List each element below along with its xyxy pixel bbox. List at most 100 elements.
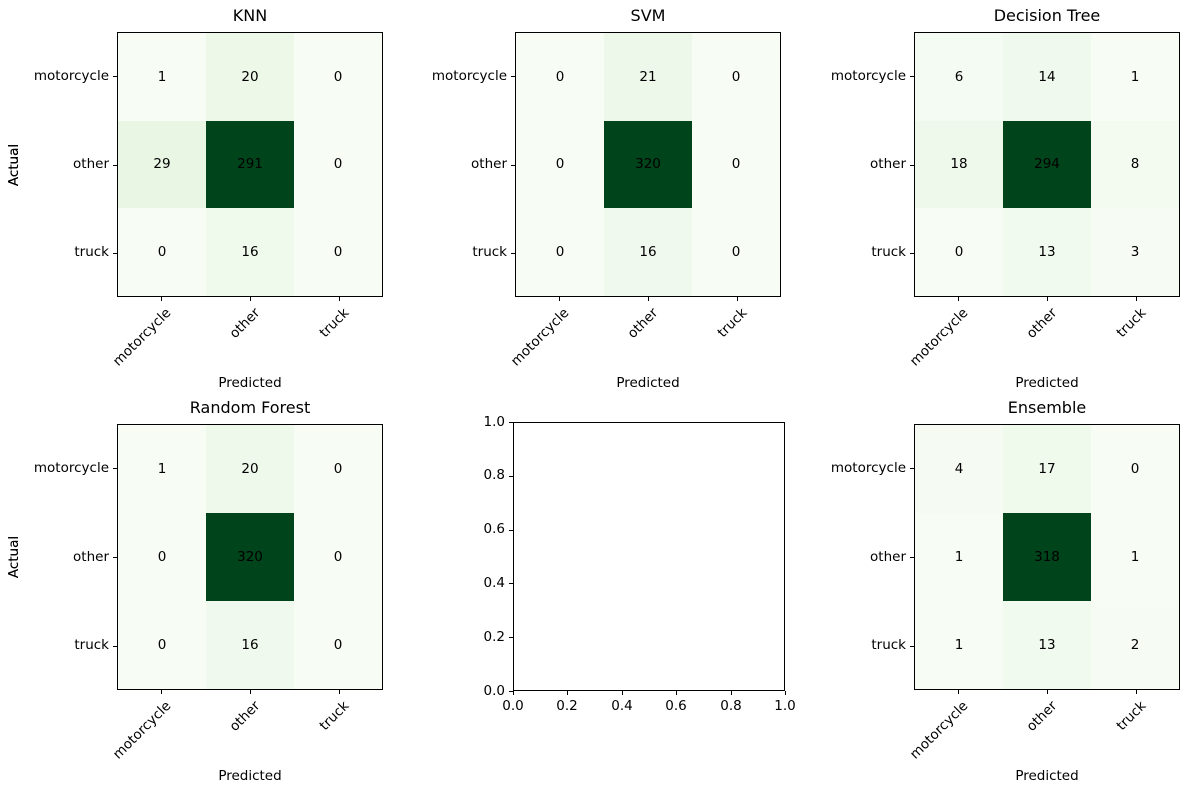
x-tickmark [1136,297,1137,301]
x-tickmark [1047,690,1048,694]
subplot-axes-ensemble: 4 17 0 1 318 1 1 13 2 [914,424,1180,690]
x-tickmark [250,297,251,301]
confusion-cell-knn-r2c1: 16 [206,208,294,296]
y-tick-label-truck: truck [74,637,109,653]
confusion-cell-random-forest-r0c2: 0 [294,425,382,513]
confusion-cell-decision-tree-r0c2: 1 [1091,33,1179,121]
subplot-axes-empty [513,422,785,691]
x-tick-label-1.0: 1.0 [774,698,796,714]
x-tickmark [250,690,251,694]
x-tickmark [785,691,786,695]
confusion-cell-svm-r2c1: 16 [604,208,692,296]
y-tickmark [509,422,513,423]
subplot-title-svm: SVM [630,6,666,25]
y-tickmark [910,557,914,558]
confusion-cell-random-forest-r1c1: 320 [206,513,294,601]
y-tick-label-1.0: 1.0 [483,414,505,430]
x-tickmark [622,691,623,695]
x-tickmark [559,297,560,301]
confusion-cell-ensemble-r1c2: 1 [1091,513,1179,601]
subplot-title-knn: KNN [232,6,268,25]
y-tickmark [511,76,515,77]
confusion-cell-decision-tree-r1c0: 18 [915,120,1003,209]
y-tickmark [910,468,914,469]
confusion-cell-knn-r0c2: 0 [294,33,382,121]
y-tickmark [910,646,914,647]
confusion-cell-random-forest-r2c1: 16 [206,601,294,689]
x-tickmark [339,297,340,301]
confusion-cell-decision-tree-r1c2: 8 [1091,120,1179,209]
confusion-cell-knn-r0c0: 1 [118,33,206,121]
confusion-cell-svm-r0c0: 0 [516,33,604,121]
y-tick-label-motorcycle: motorcycle [830,460,906,476]
y-tick-label-other: other [73,549,109,565]
confusion-cell-ensemble-r0c2: 0 [1091,425,1179,513]
y-tickmark [113,76,117,77]
x-tickmark [161,690,162,694]
x-tickmark [567,691,568,695]
y-tickmark [113,468,117,469]
x-tick-label-0.2: 0.2 [556,698,578,714]
confusion-cell-random-forest-r2c2: 0 [294,601,382,689]
y-tickmark [113,646,117,647]
confusion-cell-decision-tree-r2c0: 0 [915,208,1003,296]
confusion-cell-svm-r1c2: 0 [692,120,780,209]
x-axis-label-ensemble: Predicted [1015,768,1079,784]
confusion-cell-svm-r1c1: 320 [604,120,692,209]
confusion-cell-random-forest-r1c2: 0 [294,513,382,601]
y-tick-label-other: other [870,156,906,172]
confusion-cell-ensemble-r1c0: 1 [915,513,1003,601]
subplot-title-decision-tree: Decision Tree [993,6,1101,25]
confusion-cell-svm-r0c1: 21 [604,33,692,121]
x-tickmark [339,690,340,694]
confusion-cell-random-forest-r1c0: 0 [118,513,206,601]
y-tick-label-0.2: 0.2 [483,629,505,645]
subplot-axes-decision-tree: 6 14 1 18 294 8 0 13 3 [914,32,1180,297]
y-tick-label-truck: truck [74,244,109,260]
confusion-cell-random-forest-r0c1: 20 [206,425,294,513]
confusion-cell-knn-r1c1: 291 [206,120,294,209]
y-tick-label-motorcycle: motorcycle [830,68,906,84]
y-tickmark [511,165,515,166]
confusion-cell-decision-tree-r2c2: 3 [1091,208,1179,296]
y-tickmark [910,253,914,254]
y-tick-label-motorcycle: motorcycle [33,460,109,476]
subplot-axes-random-forest: 1 20 0 0 320 0 0 16 0 [117,424,383,690]
x-tick-label-0.6: 0.6 [665,698,687,714]
confusion-cell-svm-r0c2: 0 [692,33,780,121]
x-tickmark [958,690,959,694]
subplot-title-random-forest: Random Forest [189,398,311,417]
confusion-cell-knn-r1c2: 0 [294,120,382,209]
x-tickmark [513,691,514,695]
confusion-cell-svm-r2c2: 0 [692,208,780,296]
y-tick-label-0.0: 0.0 [483,683,505,699]
y-tick-label-truck: truck [871,244,906,260]
y-tickmark [509,583,513,584]
x-axis-label-decision-tree: Predicted [1015,375,1079,391]
y-axis-label-ensemble: Actual [6,535,22,579]
confusion-cell-ensemble-r2c0: 1 [915,601,1003,689]
x-axis-label-svm: Predicted [616,375,680,391]
subplot-axes-svm: 0 21 0 0 320 0 0 16 0 [515,32,781,297]
confusion-cell-ensemble-r0c1: 17 [1003,425,1091,513]
x-tickmark [737,297,738,301]
subplot-axes-knn: 1 20 0 29 291 0 0 16 0 [117,32,383,297]
x-tickmark [676,691,677,695]
x-tick-label-0.0: 0.0 [502,698,524,714]
y-tickmark [509,691,513,692]
confusion-cell-svm-r2c0: 0 [516,208,604,296]
x-tick-label-0.4: 0.4 [611,698,633,714]
x-tickmark [161,297,162,301]
confusion-cell-knn-r1c0: 29 [118,120,206,209]
y-tick-label-0.8: 0.8 [483,467,505,483]
subplot-title-ensemble: Ensemble [1007,398,1087,417]
confusion-cell-knn-r2c2: 0 [294,208,382,296]
x-axis-label-knn: Predicted [218,375,282,391]
confusion-cell-knn-r2c0: 0 [118,208,206,296]
x-tickmark [648,297,649,301]
y-tick-label-other: other [73,156,109,172]
y-tickmark [113,253,117,254]
confusion-cell-knn-r0c1: 20 [206,33,294,121]
y-tickmark [113,557,117,558]
